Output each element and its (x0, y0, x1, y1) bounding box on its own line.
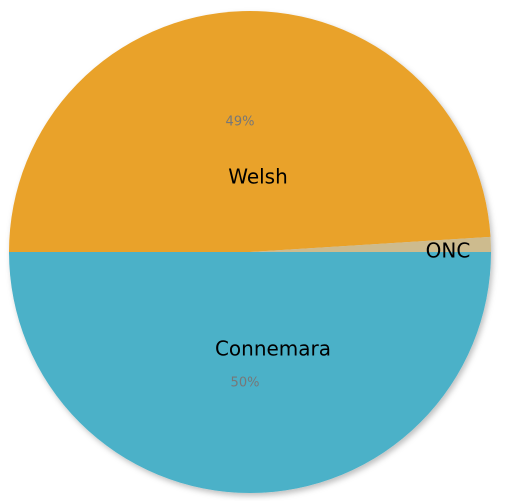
slice-label: Welsh (228, 165, 288, 189)
pie-slice (9, 252, 491, 493)
value-label: 49% (226, 115, 255, 130)
slice-label: ONC (426, 239, 471, 263)
pie (9, 10, 491, 493)
slice-label: Connemara (215, 337, 331, 361)
pie-slice (250, 236, 491, 252)
value-label: 50% (231, 376, 260, 391)
pie-slice (9, 10, 491, 252)
